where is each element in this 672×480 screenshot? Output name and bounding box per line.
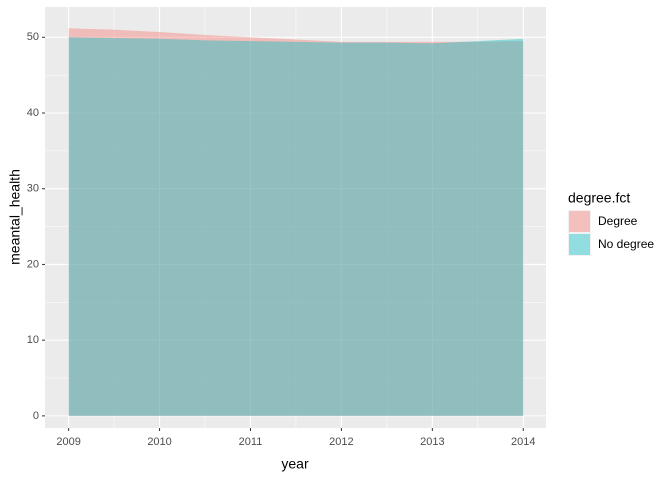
x-tick-label: 2010 [147,436,171,448]
legend: Degree No degree [568,210,654,256]
legend-title: degree.fct [568,190,630,206]
legend-key-bg [568,210,591,233]
y-tick-label: 10 [27,334,39,346]
plot-panel [45,7,546,428]
x-tick-label: 2013 [420,436,444,448]
x-tick-label: 2011 [239,436,263,448]
y-tick-label: 50 [27,31,39,43]
x-tick-label: 2012 [329,436,353,448]
x-tick-label: 2014 [511,436,535,448]
grid [45,7,546,428]
legend-label: No degree [598,237,654,251]
x-axis-title: year [281,456,309,472]
axes: 0 10 20 30 40 50 2009 2010 2011 2012 2013 2014 [27,31,536,448]
y-axis-title: meantal_health [7,169,23,265]
y-tick-label: 40 [27,107,39,119]
area [68,37,524,416]
legend-key-bg [568,233,591,256]
x-tick-label: 2009 [56,436,80,448]
legend-label: Degree [598,214,638,228]
legend-key [569,211,590,232]
y-tick-label: 20 [27,258,39,270]
areas [68,28,524,416]
y-tick-label: 0 [33,410,39,422]
legend-key [569,234,590,255]
y-tick-label: 30 [27,183,39,195]
area [68,28,524,416]
